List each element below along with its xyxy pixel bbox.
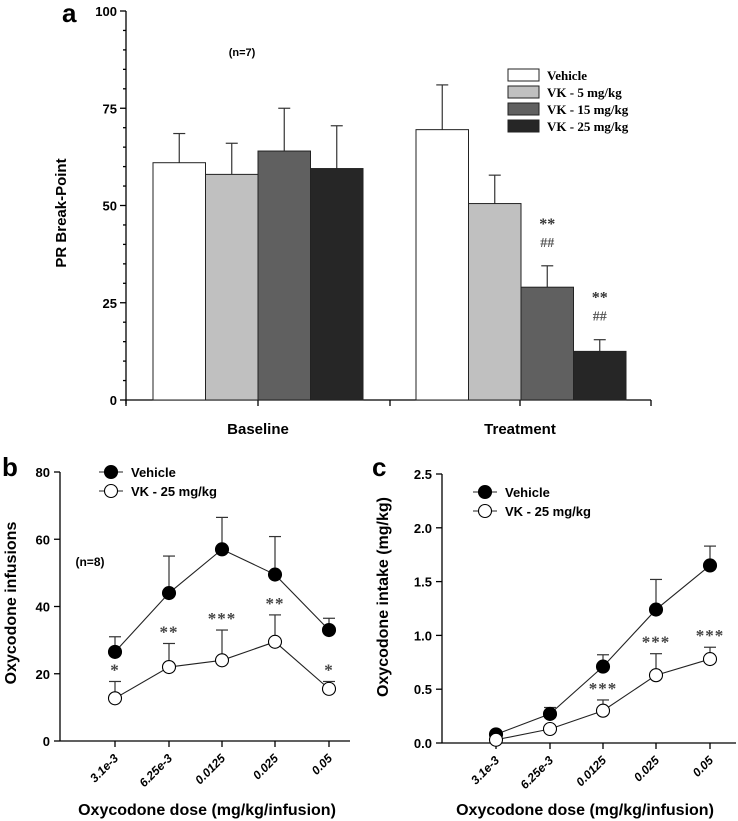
y-tick-label: 60 — [36, 532, 50, 547]
legend-swatch — [507, 68, 540, 82]
legend-marker — [477, 503, 493, 519]
x-category-label: Treatment — [484, 421, 556, 438]
legend-label: VK - 15 mg/kg — [547, 102, 629, 117]
legend-label: VK - 25 mg/kg — [505, 504, 591, 519]
y-tick-label: 0 — [43, 734, 50, 749]
y-tick-label: 100 — [95, 4, 117, 19]
bar — [310, 168, 364, 401]
x-tick-label: 3.1e-3 — [468, 753, 502, 787]
data-point-filled — [267, 567, 283, 582]
legend-swatch — [507, 85, 540, 99]
sample-size-annotation: (n=8) — [75, 555, 104, 569]
data-point-open — [702, 652, 718, 667]
y-tick-label: 40 — [36, 600, 50, 615]
data-point-open — [321, 681, 337, 696]
legend-swatch — [507, 119, 540, 133]
significance-mark: *** — [696, 626, 725, 645]
y-tick-label: 1.5 — [414, 575, 432, 590]
significance-mark: * — [110, 660, 120, 679]
bar — [205, 173, 259, 401]
x-tick-label: 3.1e-3 — [87, 751, 121, 785]
significance-mark: *** — [642, 633, 671, 652]
line-chart-b: 0 20 40 60 80 3.1e-3 6.25e-3 0.0125 0.025 0.05 Oxy… — [3, 464, 350, 819]
data-point-filled — [702, 558, 718, 573]
data-point-open — [214, 653, 230, 668]
significance-mark: ** — [266, 594, 285, 613]
hash-mark: ## — [593, 310, 607, 325]
bar — [152, 162, 206, 401]
data-point-open — [161, 659, 177, 675]
data-point-filled — [161, 585, 177, 601]
significance-mark: ** — [539, 216, 555, 233]
x-category-label: Baseline — [227, 421, 289, 438]
bar — [520, 286, 574, 401]
data-point-open — [595, 703, 611, 718]
legend-label: VK - 5 mg/kg — [547, 85, 622, 100]
y-axis-label: Oxycodone infusions — [3, 522, 20, 685]
data-point-filled — [107, 644, 123, 659]
y-tick-label: 75 — [103, 101, 117, 116]
data-point-filled — [214, 542, 230, 557]
line-chart-c: 0.0 0.5 1.0 1.5 2.0 2.5 3.1e-3 6.25e-3 0.0125 0.0… — [375, 467, 736, 819]
y-tick-label: 2.5 — [414, 467, 432, 482]
bar — [257, 150, 311, 401]
legend-marker — [103, 464, 119, 480]
data-point-filled — [321, 622, 337, 638]
legend-swatch — [507, 102, 540, 116]
x-tick-label: 0.025 — [631, 753, 662, 784]
bar — [468, 203, 522, 401]
x-axis-label: Oxycodone dose (mg/kg/infusion) — [456, 802, 714, 819]
x-tick-label: 0.05 — [690, 753, 717, 780]
y-tick-label: 1.0 — [414, 628, 432, 643]
data-point-open — [267, 634, 283, 649]
hash-mark: ## — [540, 236, 554, 251]
sample-size-annotation: (n=7) — [229, 47, 256, 59]
legend-label: Vehicle — [547, 68, 587, 83]
legend-marker — [103, 483, 119, 499]
significance-mark: *** — [589, 679, 618, 698]
bar — [573, 350, 627, 401]
significance-mark: ** — [160, 622, 179, 641]
panel-label-b: b — [2, 452, 18, 482]
panel-label-c: c — [372, 452, 386, 482]
y-axis-label: PR Break-Point — [53, 158, 70, 267]
legend-marker — [477, 484, 493, 500]
data-point-filled — [595, 659, 611, 674]
data-point-open — [488, 732, 504, 747]
data-point-open — [542, 721, 558, 737]
data-point-open — [107, 691, 123, 706]
data-point-filled — [542, 706, 558, 721]
legend-label: Vehicle — [131, 465, 176, 480]
x-tick-label: 6.25e-3 — [517, 753, 556, 792]
significance-mark: ** — [592, 290, 608, 307]
y-tick-label: 20 — [36, 667, 50, 682]
y-tick-label: 2.0 — [414, 521, 432, 536]
x-tick-label: 0.05 — [309, 751, 336, 778]
legend-label: VK - 25 mg/kg — [547, 119, 629, 134]
legend-label: Vehicle — [505, 485, 550, 500]
x-tick-label: 0.0125 — [573, 753, 609, 789]
panel-label-a: a — [62, 0, 77, 28]
significance-mark: * — [324, 660, 334, 679]
y-axis-label: Oxycodone intake (mg/kg) — [375, 497, 392, 697]
bar-chart-a: 0 25 50 75 100 Baseline Treatment PR Break-Poin… — [53, 4, 652, 438]
x-tick-label: 0.025 — [250, 751, 281, 782]
y-tick-label: 0.0 — [414, 736, 432, 751]
data-point-filled — [648, 602, 664, 617]
x-tick-label: 0.0125 — [192, 751, 228, 787]
legend-label: VK - 25 mg/kg — [131, 484, 217, 499]
y-tick-label: 0 — [110, 393, 117, 408]
y-tick-label: 50 — [103, 199, 117, 214]
data-point-open — [648, 668, 664, 683]
y-tick-label: 25 — [103, 296, 117, 311]
y-tick-label: 0.5 — [414, 682, 432, 697]
significance-mark: *** — [208, 609, 237, 628]
x-axis-label: Oxycodone dose (mg/kg/infusion) — [78, 802, 336, 819]
bar — [415, 129, 469, 401]
y-tick-label: 80 — [36, 465, 50, 480]
x-tick-label: 6.25e-3 — [136, 751, 175, 790]
